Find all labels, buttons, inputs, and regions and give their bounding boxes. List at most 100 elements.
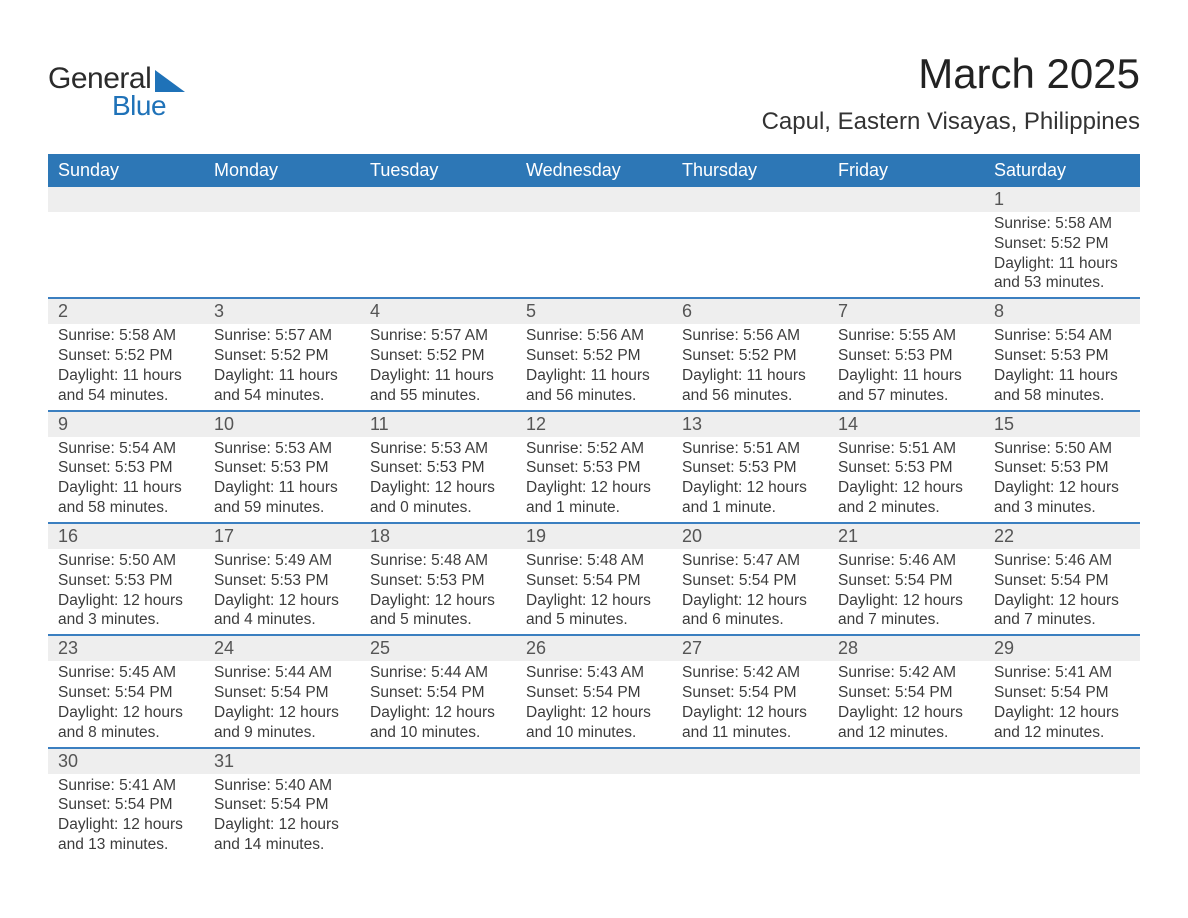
day-number-cell: 31 [204, 748, 360, 774]
day-detail-cell: Sunrise: 5:57 AMSunset: 5:52 PMDaylight:… [204, 324, 360, 410]
daylight-text: Daylight: 12 hours and 2 minutes. [838, 478, 974, 518]
day-number-cell: 28 [828, 635, 984, 661]
day-number-cell: 27 [672, 635, 828, 661]
day-detail-cell: Sunrise: 5:42 AMSunset: 5:54 PMDaylight:… [828, 661, 984, 747]
day-number-cell: 11 [360, 411, 516, 437]
sunset-text: Sunset: 5:54 PM [682, 571, 818, 591]
title-block: March 2025 Capul, Eastern Visayas, Phili… [762, 50, 1140, 136]
day-number-cell: 20 [672, 523, 828, 549]
day-detail-cell: Sunrise: 5:44 AMSunset: 5:54 PMDaylight:… [360, 661, 516, 747]
sunrise-text: Sunrise: 5:56 AM [526, 326, 662, 346]
day-detail-cell [672, 212, 828, 298]
daylight-text: Daylight: 12 hours and 7 minutes. [994, 591, 1130, 631]
sunset-text: Sunset: 5:54 PM [214, 683, 350, 703]
day-detail-cell [984, 774, 1140, 859]
daylight-text: Daylight: 12 hours and 4 minutes. [214, 591, 350, 631]
day-number-row: 16171819202122 [48, 523, 1140, 549]
sunrise-text: Sunrise: 5:44 AM [370, 663, 506, 683]
sunset-text: Sunset: 5:53 PM [838, 458, 974, 478]
sunset-text: Sunset: 5:54 PM [838, 571, 974, 591]
sunrise-text: Sunrise: 5:46 AM [838, 551, 974, 571]
weekday-header-row: Sunday Monday Tuesday Wednesday Thursday… [48, 154, 1140, 187]
day-detail-row: Sunrise: 5:45 AMSunset: 5:54 PMDaylight:… [48, 661, 1140, 747]
day-number-cell: 7 [828, 298, 984, 324]
sunset-text: Sunset: 5:53 PM [214, 458, 350, 478]
daylight-text: Daylight: 11 hours and 59 minutes. [214, 478, 350, 518]
sunrise-text: Sunrise: 5:57 AM [214, 326, 350, 346]
sunrise-text: Sunrise: 5:42 AM [838, 663, 974, 683]
day-detail-row: Sunrise: 5:54 AMSunset: 5:53 PMDaylight:… [48, 437, 1140, 523]
day-detail-cell: Sunrise: 5:50 AMSunset: 5:53 PMDaylight:… [984, 437, 1140, 523]
daylight-text: Daylight: 12 hours and 0 minutes. [370, 478, 506, 518]
day-detail-cell: Sunrise: 5:51 AMSunset: 5:53 PMDaylight:… [828, 437, 984, 523]
daylight-text: Daylight: 12 hours and 14 minutes. [214, 815, 350, 855]
daylight-text: Daylight: 12 hours and 13 minutes. [58, 815, 194, 855]
day-detail-row: Sunrise: 5:58 AMSunset: 5:52 PMDaylight:… [48, 212, 1140, 298]
day-detail-row: Sunrise: 5:58 AMSunset: 5:52 PMDaylight:… [48, 324, 1140, 410]
daylight-text: Daylight: 12 hours and 8 minutes. [58, 703, 194, 743]
day-number-cell: 5 [516, 298, 672, 324]
sunrise-text: Sunrise: 5:47 AM [682, 551, 818, 571]
logo-text-blue: Blue [112, 90, 185, 122]
sunrise-text: Sunrise: 5:44 AM [214, 663, 350, 683]
day-detail-cell: Sunrise: 5:41 AMSunset: 5:54 PMDaylight:… [48, 774, 204, 859]
day-number-cell: 9 [48, 411, 204, 437]
sunrise-text: Sunrise: 5:51 AM [682, 439, 818, 459]
sunrise-text: Sunrise: 5:46 AM [994, 551, 1130, 571]
daylight-text: Daylight: 12 hours and 9 minutes. [214, 703, 350, 743]
sunrise-text: Sunrise: 5:58 AM [994, 214, 1130, 234]
day-number-row: 2345678 [48, 298, 1140, 324]
day-detail-cell: Sunrise: 5:53 AMSunset: 5:53 PMDaylight:… [360, 437, 516, 523]
day-detail-cell: Sunrise: 5:54 AMSunset: 5:53 PMDaylight:… [48, 437, 204, 523]
day-detail-cell: Sunrise: 5:42 AMSunset: 5:54 PMDaylight:… [672, 661, 828, 747]
sunrise-text: Sunrise: 5:54 AM [58, 439, 194, 459]
daylight-text: Daylight: 11 hours and 56 minutes. [682, 366, 818, 406]
sunrise-text: Sunrise: 5:54 AM [994, 326, 1130, 346]
day-number-cell: 2 [48, 298, 204, 324]
sunset-text: Sunset: 5:53 PM [838, 346, 974, 366]
sunset-text: Sunset: 5:54 PM [58, 683, 194, 703]
month-title: March 2025 [762, 50, 1140, 98]
day-number-cell: 3 [204, 298, 360, 324]
sunrise-text: Sunrise: 5:56 AM [682, 326, 818, 346]
logo: General Blue [48, 62, 185, 122]
day-number-cell: 17 [204, 523, 360, 549]
sunset-text: Sunset: 5:54 PM [994, 683, 1130, 703]
sunset-text: Sunset: 5:53 PM [994, 458, 1130, 478]
day-detail-cell: Sunrise: 5:45 AMSunset: 5:54 PMDaylight:… [48, 661, 204, 747]
sunrise-text: Sunrise: 5:53 AM [214, 439, 350, 459]
day-number-cell [984, 748, 1140, 774]
day-number-cell: 6 [672, 298, 828, 324]
daylight-text: Daylight: 12 hours and 10 minutes. [370, 703, 506, 743]
sunset-text: Sunset: 5:53 PM [682, 458, 818, 478]
day-detail-cell: Sunrise: 5:43 AMSunset: 5:54 PMDaylight:… [516, 661, 672, 747]
day-number-cell: 29 [984, 635, 1140, 661]
daylight-text: Daylight: 12 hours and 11 minutes. [682, 703, 818, 743]
day-number-cell: 13 [672, 411, 828, 437]
day-detail-cell [360, 212, 516, 298]
sunrise-text: Sunrise: 5:48 AM [526, 551, 662, 571]
day-detail-cell: Sunrise: 5:44 AMSunset: 5:54 PMDaylight:… [204, 661, 360, 747]
weekday-header: Sunday [48, 154, 204, 187]
day-detail-cell: Sunrise: 5:57 AMSunset: 5:52 PMDaylight:… [360, 324, 516, 410]
day-number-cell: 22 [984, 523, 1140, 549]
sunset-text: Sunset: 5:52 PM [682, 346, 818, 366]
sunset-text: Sunset: 5:53 PM [526, 458, 662, 478]
day-detail-cell [828, 212, 984, 298]
sunrise-text: Sunrise: 5:45 AM [58, 663, 194, 683]
day-number-cell [516, 187, 672, 212]
sunrise-text: Sunrise: 5:43 AM [526, 663, 662, 683]
day-number-cell: 1 [984, 187, 1140, 212]
day-number-cell: 8 [984, 298, 1140, 324]
sunrise-text: Sunrise: 5:53 AM [370, 439, 506, 459]
daylight-text: Daylight: 12 hours and 6 minutes. [682, 591, 818, 631]
sunset-text: Sunset: 5:52 PM [526, 346, 662, 366]
sunset-text: Sunset: 5:54 PM [58, 795, 194, 815]
daylight-text: Daylight: 12 hours and 1 minute. [682, 478, 818, 518]
day-detail-cell [204, 212, 360, 298]
day-number-cell: 30 [48, 748, 204, 774]
sunset-text: Sunset: 5:52 PM [370, 346, 506, 366]
day-number-cell: 25 [360, 635, 516, 661]
day-number-cell: 14 [828, 411, 984, 437]
day-number-cell: 21 [828, 523, 984, 549]
